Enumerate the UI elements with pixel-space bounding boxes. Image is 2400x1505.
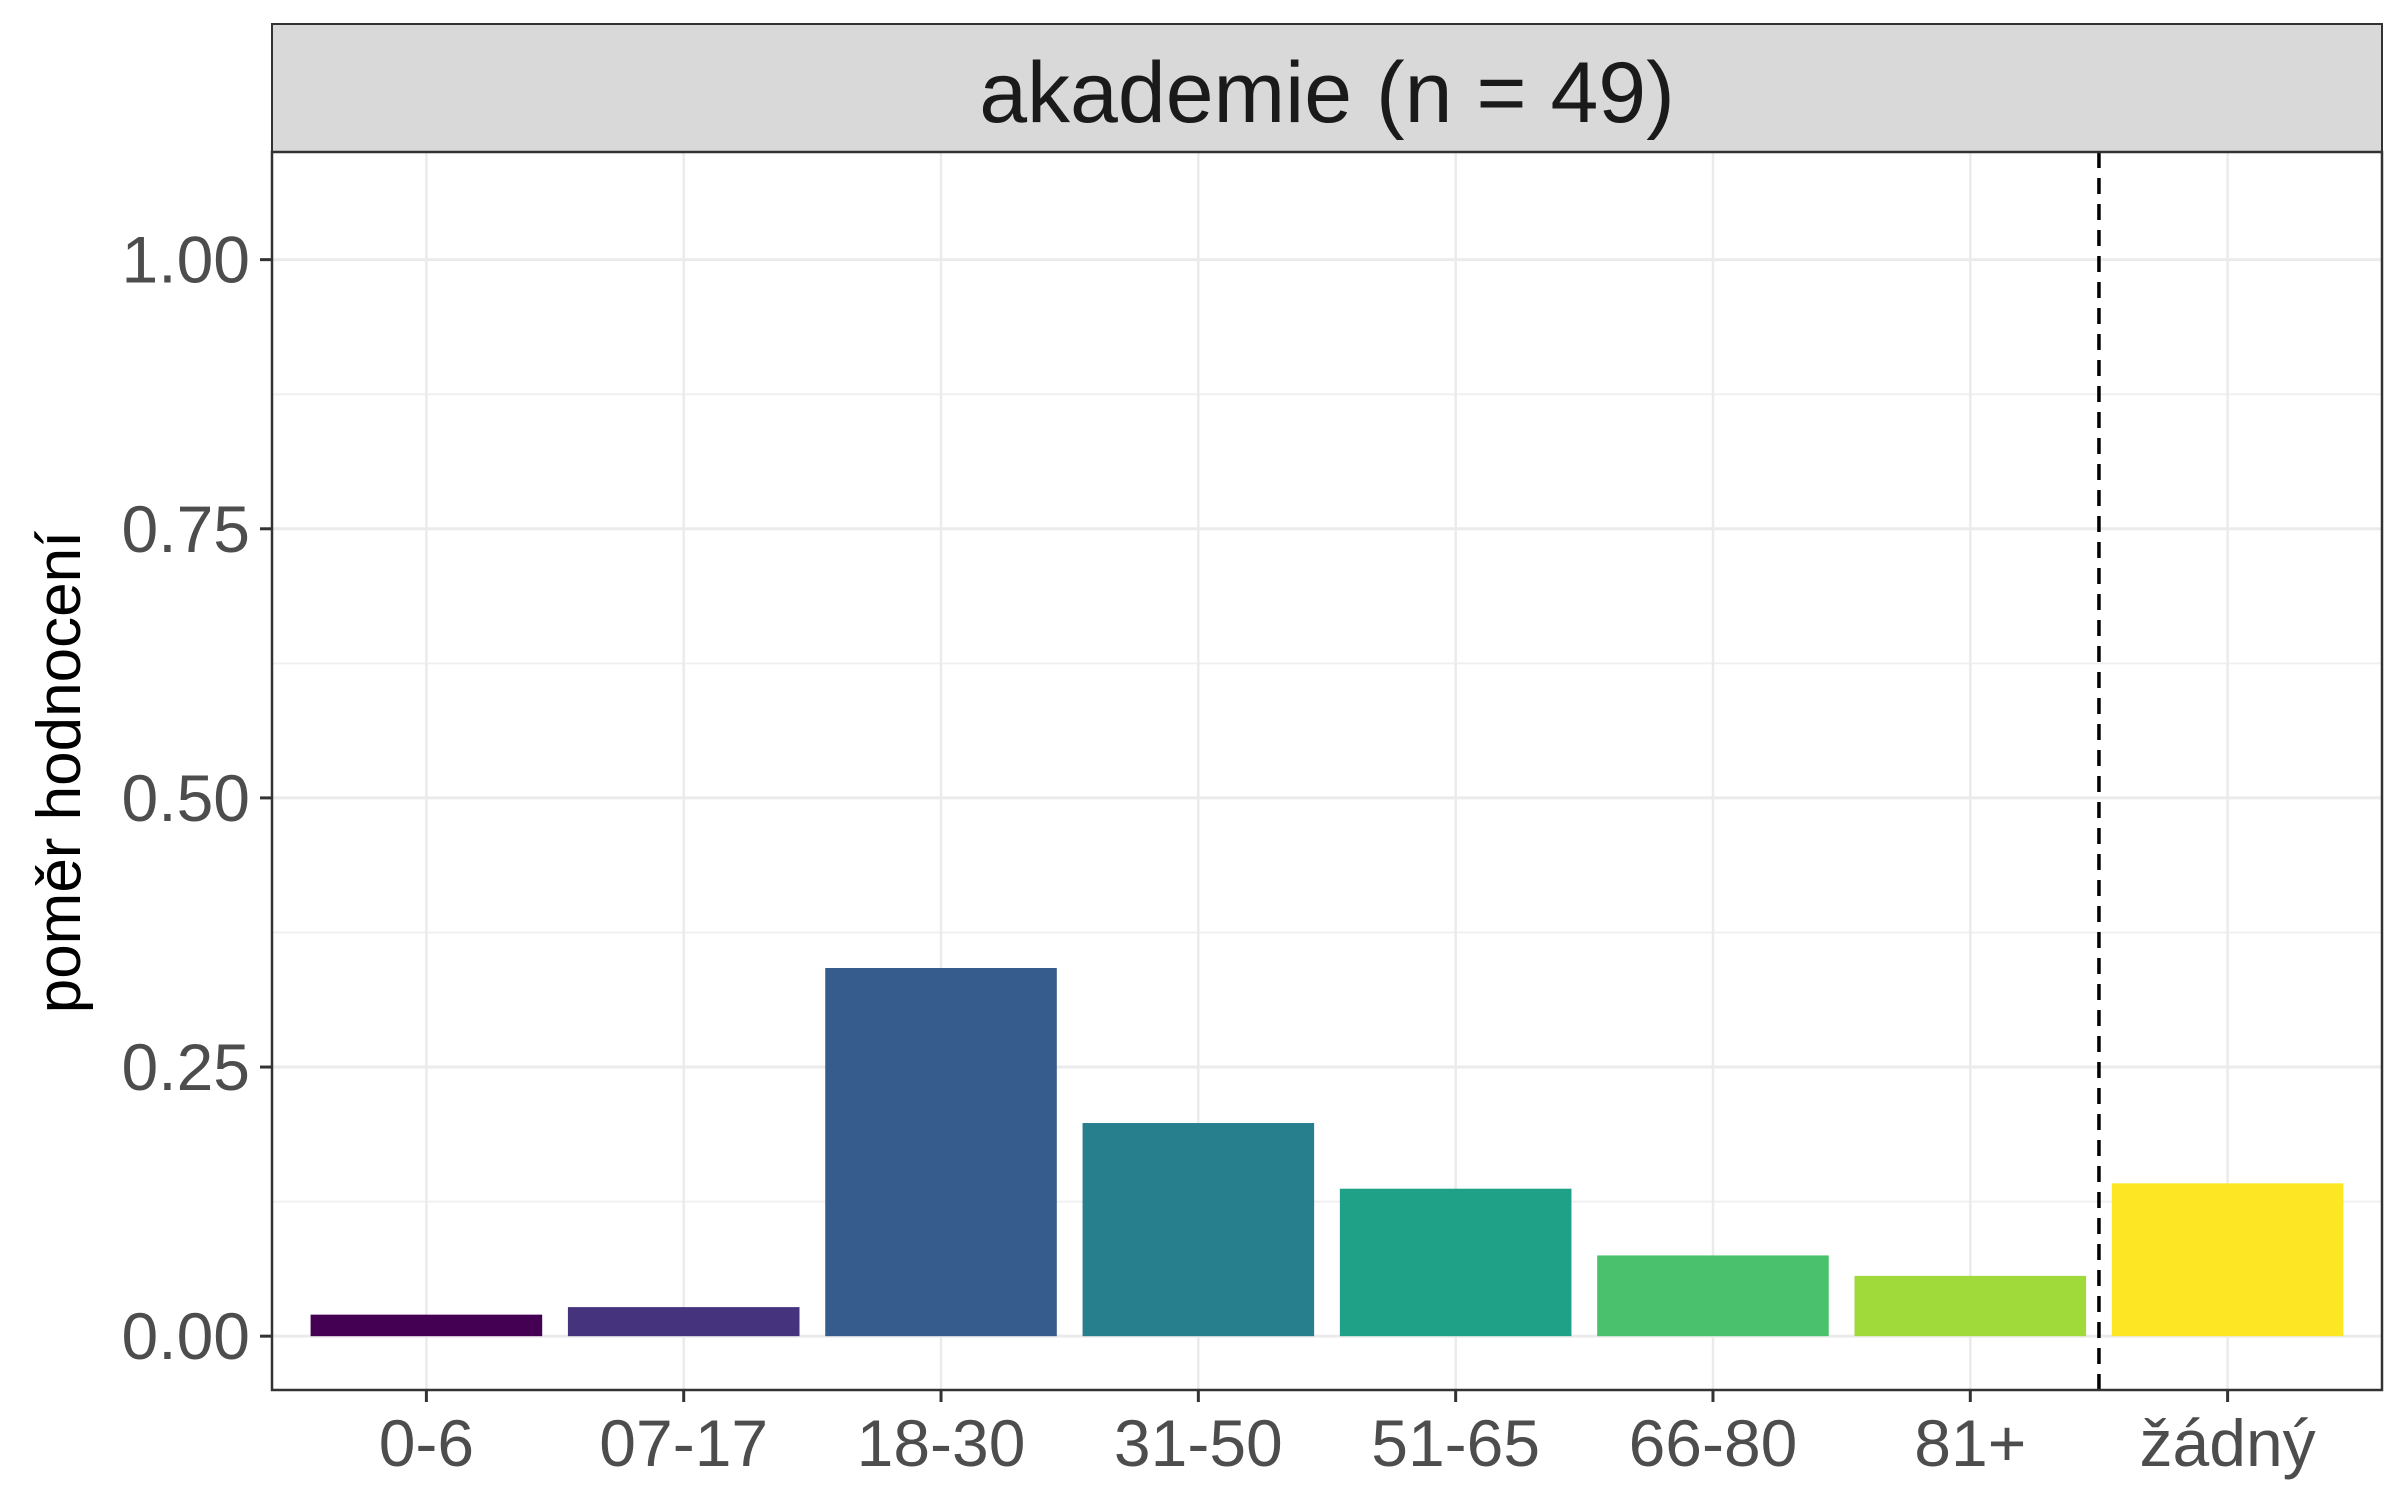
bars bbox=[310, 968, 2344, 1337]
bar-0-6 bbox=[310, 1314, 543, 1337]
y-tick-label: 0.75 bbox=[122, 492, 250, 566]
bar-18-30 bbox=[825, 968, 1057, 1337]
x-tick-label: 07-17 bbox=[599, 1406, 768, 1480]
facet-title: akademie (n = 49) bbox=[979, 45, 1675, 141]
grid-lines bbox=[272, 152, 2382, 1390]
y-axis-title: poměr hodnocení bbox=[25, 531, 94, 1014]
x-tick-label: žádný bbox=[2140, 1406, 2316, 1480]
y-tick-label: 0.50 bbox=[122, 761, 250, 835]
bar-51-65 bbox=[1339, 1188, 1572, 1337]
bar-žádný bbox=[2111, 1183, 2344, 1337]
y-tick-label: 0.00 bbox=[122, 1299, 250, 1373]
x-axis: 0-6 07-17 18-30 31-50 51-65 66-80 81+ žádný bbox=[379, 1390, 2316, 1480]
y-axis: 0.00 0.25 0.50 0.75 1.00 bbox=[122, 223, 272, 1373]
bar-66-80 bbox=[1597, 1255, 1829, 1337]
bar-07-17 bbox=[567, 1307, 800, 1337]
x-tick-label: 51-65 bbox=[1371, 1406, 1540, 1480]
y-tick-label: 1.00 bbox=[122, 223, 250, 297]
bar-31-50 bbox=[1082, 1123, 1315, 1337]
x-tick-label: 81+ bbox=[1914, 1406, 2026, 1480]
x-tick-label: 66-80 bbox=[1629, 1406, 1798, 1480]
plot-panel bbox=[270, 150, 2384, 1392]
x-tick-label: 18-30 bbox=[857, 1406, 1026, 1480]
y-tick-label: 0.25 bbox=[122, 1030, 250, 1104]
x-tick-label: 31-50 bbox=[1114, 1406, 1283, 1480]
facet-strip: akademie (n = 49) bbox=[271, 23, 2383, 153]
bar-81+ bbox=[1854, 1275, 2087, 1337]
x-tick-label: 0-6 bbox=[379, 1406, 474, 1480]
